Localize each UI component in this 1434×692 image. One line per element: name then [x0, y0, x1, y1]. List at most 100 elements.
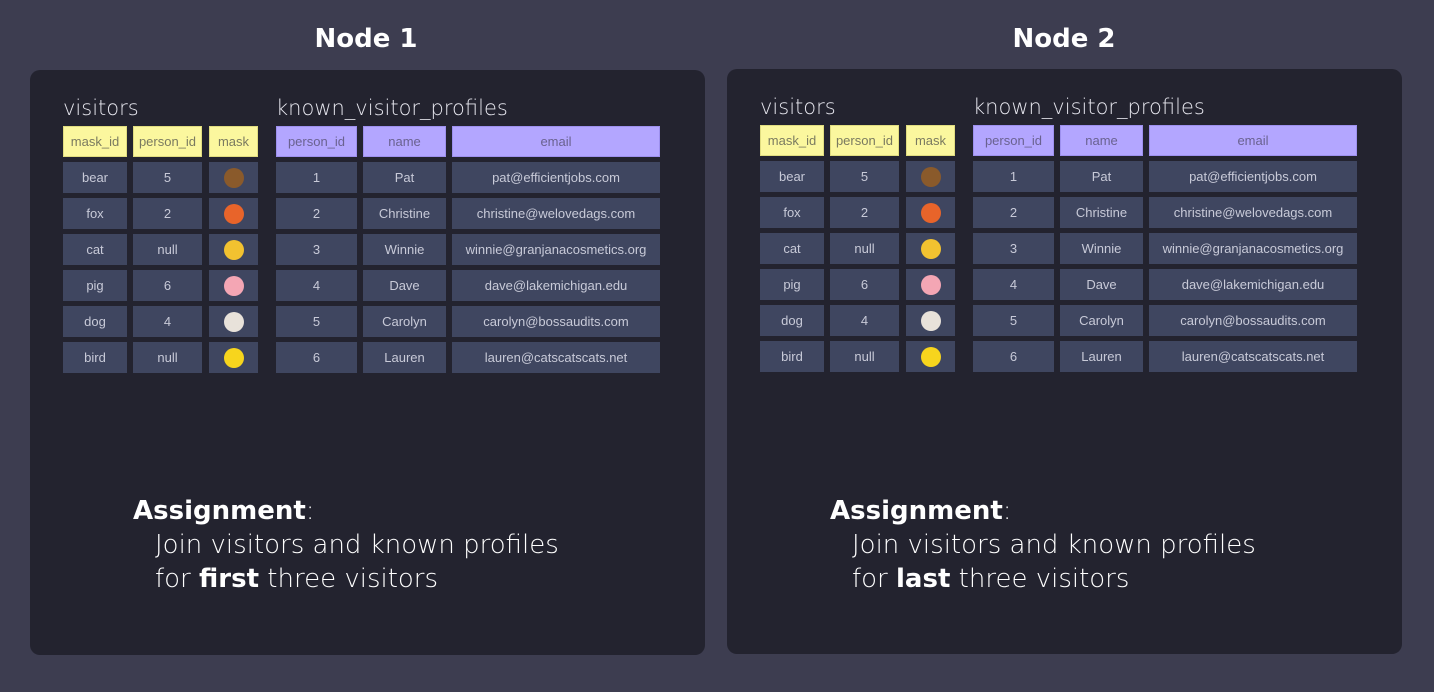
profiles-table-label: known_visitor_profiles: [276, 96, 508, 120]
profiles-cell-email: carolyn@bossaudits.com: [452, 306, 660, 337]
profiles-header-name: name: [1060, 125, 1143, 156]
visitors-cell-mask: [906, 161, 955, 192]
assignment-line-1: Join visitors and known profiles: [852, 530, 1256, 560]
visitors-cell-person-id: 2: [133, 198, 202, 229]
visitors-header-mask_id: mask_id: [63, 126, 127, 157]
profiles-cell-email: carolyn@bossaudits.com: [1149, 305, 1357, 336]
assignment-line-2: for last three visitors: [830, 562, 1256, 596]
profiles-cell-email: dave@lakemichigan.edu: [452, 270, 660, 301]
profiles-cell-person-id: 6: [973, 341, 1054, 372]
line2-post: three visitors: [259, 564, 439, 594]
visitors-cell-mask: [209, 234, 258, 265]
profiles-table-label: known_visitor_profiles: [973, 95, 1205, 119]
visitors-cell-mask: [209, 270, 258, 301]
visitors-header-mask: mask: [906, 125, 955, 156]
cat-face-icon: [920, 238, 941, 259]
profiles-cell-email: winnie@granjanacosmetics.org: [1149, 233, 1357, 264]
assignment-heading: Assignment: [830, 496, 1003, 526]
visitors-cell-person-id: 5: [133, 162, 202, 193]
bear-face-icon: [223, 167, 244, 188]
assignment-line-2: for first three visitors: [133, 562, 559, 596]
profiles-cell-name: Pat: [363, 162, 446, 193]
profiles-cell-name: Carolyn: [1060, 305, 1143, 336]
profiles-cell-name: Dave: [1060, 269, 1143, 300]
visitors-cell-mask-id: dog: [63, 306, 127, 337]
pig-face-icon: [920, 274, 941, 295]
profiles-header-person_id: person_id: [276, 126, 357, 157]
visitors-cell-mask: [209, 162, 258, 193]
visitors-cell-person-id: null: [830, 233, 899, 264]
profiles-cell-person-id: 6: [276, 342, 357, 373]
node-1-panel: Assignment: Join visitors and known prof…: [30, 70, 705, 655]
line2-bold: first: [199, 564, 260, 594]
profiles-cell-name: Christine: [363, 198, 446, 229]
profiles-cell-email: dave@lakemichigan.edu: [1149, 269, 1357, 300]
profiles-cell-person-id: 5: [276, 306, 357, 337]
visitors-cell-person-id: 6: [830, 269, 899, 300]
assignment: Assignment: Join visitors and known prof…: [830, 494, 1256, 596]
visitors-cell-mask-id: fox: [760, 197, 824, 228]
visitors-cell-mask-id: cat: [760, 233, 824, 264]
visitors-cell-mask: [906, 233, 955, 264]
visitors-cell-mask-id: cat: [63, 234, 127, 265]
visitors-cell-person-id: null: [133, 234, 202, 265]
visitors-cell-mask-id: pig: [63, 270, 127, 301]
visitors-cell-mask-id: bird: [760, 341, 824, 372]
visitors-cell-mask: [209, 198, 258, 229]
profiles-cell-person-id: 2: [973, 197, 1054, 228]
profiles-header-person_id: person_id: [973, 125, 1054, 156]
visitors-cell-person-id: 4: [830, 305, 899, 336]
profiles-cell-email: christine@welovedags.com: [1149, 197, 1357, 228]
node-1-title: Node 1: [314, 24, 418, 54]
cat-face-icon: [223, 239, 244, 260]
profiles-cell-name: Carolyn: [363, 306, 446, 337]
assignment-heading: Assignment: [133, 496, 306, 526]
chick-icon: [223, 347, 244, 368]
profiles-cell-person-id: 5: [973, 305, 1054, 336]
profiles-cell-name: Lauren: [363, 342, 446, 373]
profiles-cell-person-id: 4: [973, 269, 1054, 300]
visitors-cell-mask-id: pig: [760, 269, 824, 300]
profiles-cell-name: Winnie: [363, 234, 446, 265]
visitors-cell-mask-id: bear: [760, 161, 824, 192]
dog-face-icon: [223, 311, 244, 332]
profiles-header-name: name: [363, 126, 446, 157]
visitors-cell-mask: [906, 305, 955, 336]
visitors-cell-mask: [906, 269, 955, 300]
profiles-cell-email: christine@welovedags.com: [452, 198, 660, 229]
visitors-cell-mask: [209, 306, 258, 337]
profiles-cell-person-id: 1: [973, 161, 1054, 192]
profiles-cell-person-id: 4: [276, 270, 357, 301]
visitors-cell-mask: [906, 341, 955, 372]
colon: :: [305, 496, 315, 526]
line2-bold: last: [896, 564, 951, 594]
visitors-cell-mask-id: bear: [63, 162, 127, 193]
visitors-table-label: visitors: [760, 95, 836, 119]
assignment: Assignment: Join visitors and known prof…: [133, 494, 559, 596]
profiles-cell-person-id: 1: [276, 162, 357, 193]
profiles-cell-name: Dave: [363, 270, 446, 301]
profiles-cell-person-id: 3: [276, 234, 357, 265]
profiles-cell-email: pat@efficientjobs.com: [1149, 161, 1357, 192]
fox-face-icon: [223, 203, 244, 224]
profiles-cell-name: Lauren: [1060, 341, 1143, 372]
profiles-cell-email: pat@efficientjobs.com: [452, 162, 660, 193]
profiles-cell-name: Pat: [1060, 161, 1143, 192]
visitors-cell-person-id: 5: [830, 161, 899, 192]
fox-face-icon: [920, 202, 941, 223]
profiles-cell-person-id: 2: [276, 198, 357, 229]
chick-icon: [920, 346, 941, 367]
visitors-header-person_id: person_id: [133, 126, 202, 157]
visitors-cell-person-id: null: [830, 341, 899, 372]
node-2-title: Node 2: [1012, 24, 1116, 54]
profiles-header-email: email: [452, 126, 660, 157]
pig-face-icon: [223, 275, 244, 296]
profiles-cell-email: winnie@granjanacosmetics.org: [452, 234, 660, 265]
visitors-cell-mask-id: bird: [63, 342, 127, 373]
visitors-cell-person-id: null: [133, 342, 202, 373]
profiles-cell-email: lauren@catscatscats.net: [1149, 341, 1357, 372]
profiles-cell-name: Christine: [1060, 197, 1143, 228]
line2-pre: for: [155, 564, 200, 594]
visitors-cell-mask: [906, 197, 955, 228]
visitors-header-mask: mask: [209, 126, 258, 157]
